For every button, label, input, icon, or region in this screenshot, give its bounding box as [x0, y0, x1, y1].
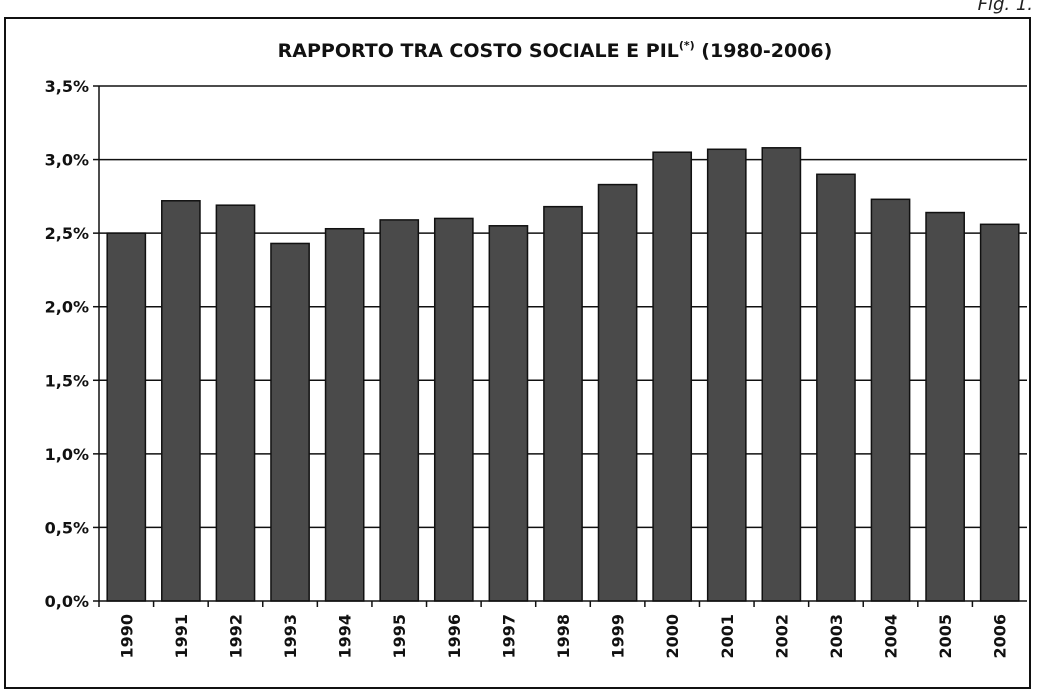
bars — [106, 147, 1020, 602]
bar-2002 — [761, 147, 802, 602]
x-tick-label: 1993 — [281, 614, 300, 659]
x-tick-label: 1990 — [117, 614, 136, 659]
bar-2003 — [816, 173, 856, 602]
bar-2006 — [979, 223, 1020, 602]
y-tick-label: 2,5% — [45, 224, 89, 243]
bar-2001 — [706, 148, 747, 602]
y-tick-label: 0,0% — [45, 592, 89, 611]
bar-2005 — [925, 211, 965, 602]
y-tick-label: 1,5% — [45, 371, 89, 390]
x-tick-label: 2000 — [663, 614, 682, 659]
x-tick-labels: 1990 1991 1992 1993 1994 1995 1996 1997 1998 1999… — [117, 614, 1009, 659]
x-tick-label: 2006 — [991, 614, 1010, 659]
y-tick-label: 3,5% — [45, 77, 89, 96]
bar-1994 — [324, 227, 365, 602]
bar-2000 — [652, 151, 693, 602]
x-tick-label: 1997 — [499, 614, 518, 659]
bar-1990 — [106, 232, 147, 602]
y-tick-label: 1,0% — [45, 445, 89, 464]
x-tick-label: 2005 — [936, 614, 955, 659]
y-tick-labels: 0,0% 0,5% 1,0% 1,5% 2,0% 2,5% 3,0% 3,5% — [45, 77, 89, 611]
y-tick-label: 3,0% — [45, 151, 89, 170]
x-tick-label: 2002 — [772, 614, 791, 659]
bar-1992 — [215, 204, 256, 602]
bar-1999 — [597, 183, 638, 602]
bar-1996 — [433, 217, 474, 602]
x-tick-label: 2001 — [718, 614, 737, 659]
bar-1995 — [379, 219, 420, 602]
x-tick-label: 1999 — [609, 614, 628, 659]
chart-title-main: RAPPORTO TRA COSTO SOCIALE E PIL — [278, 40, 679, 62]
chart-title-tail: (1980-2006) — [695, 40, 833, 62]
x-tick-label: 1998 — [554, 614, 573, 659]
x-tick-label: 1996 — [445, 614, 464, 659]
bar-1998 — [543, 205, 583, 602]
x-tick-label: 1992 — [226, 614, 245, 659]
chart-title-superscript: (*) — [679, 39, 695, 52]
bar-1997 — [488, 225, 529, 602]
axes — [93, 85, 1027, 607]
figure-label: Fig. 1. — [977, 0, 1033, 15]
x-tick-label: 2003 — [827, 614, 846, 659]
x-tick-label: 1995 — [390, 614, 409, 659]
bar-1991 — [161, 200, 201, 602]
bar-2004 — [870, 198, 911, 602]
x-tick-label: 2004 — [882, 614, 901, 659]
y-tick-label: 0,5% — [45, 518, 89, 537]
x-tick-label: 1994 — [336, 614, 355, 659]
chart-frame — [4, 17, 1031, 689]
y-tick-label: 2,0% — [45, 298, 89, 317]
bar-1993 — [270, 242, 310, 602]
chart-title: RAPPORTO TRA COSTO SOCIALE E PIL(*) (198… — [278, 39, 833, 62]
x-tick-label: 1991 — [172, 614, 191, 659]
